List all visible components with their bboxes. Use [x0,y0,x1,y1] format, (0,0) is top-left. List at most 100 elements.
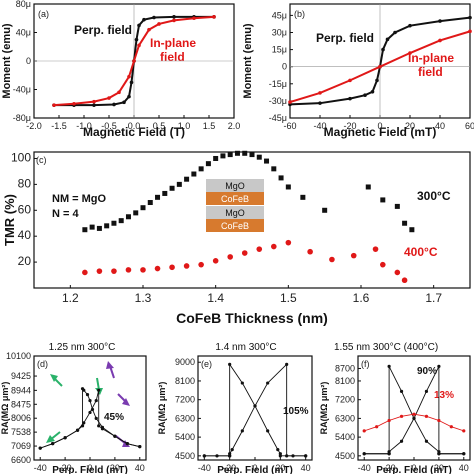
panel-c-xtick-label: 1.4 [207,291,224,305]
panel-d-ytick-label: 8475 [11,399,31,409]
panel-f-series-1-point [387,452,391,456]
panel-c-series-1-point [329,256,335,263]
panel-c-series-0-point [278,175,284,181]
panel-f-series-2-point [412,412,416,416]
panel-c-xtick-label: 1.3 [135,291,152,305]
panel-d-ytick-label: 7538 [11,427,31,437]
panel-e-xlabel: Perp. Field (mT) [217,465,293,474]
panel-e-xtick-label: -40 [198,463,211,473]
panel-c-series-0-point [89,224,95,230]
panel-f-xtick-label: 0 [411,463,416,473]
panel-c-xlabel: CoFeB Thickness (nm) [176,310,328,326]
panel-c-series-0-point [162,190,168,196]
panel-f-series-0-point [424,389,429,393]
panel-e-series-1-point [240,381,244,385]
panel-b-series-0-point [393,30,397,35]
panel-c-series-1-point [198,261,204,268]
panel-b-xtick-label: 60 [465,121,474,131]
panel-b-xtick-label: 20 [405,121,415,131]
panel-b-ytick-label: 30μ [272,28,287,38]
panel-f-series-2-point [449,425,453,429]
stack-layer-cofeb-top-label: CoFeB [221,194,249,204]
panel-b-series-0-point [408,23,412,28]
panel-f-series-2-point [362,429,366,433]
panel-d: 1.25 nm 300°C (d) 45% Perp. Field (mT) R… [0,342,147,474]
panel-d-series-1-point [100,427,105,431]
panel-b-series-1-point [438,38,442,43]
panel-d-series-0-point [80,387,85,391]
panel-f-series-2-point [399,414,404,418]
panel-b-series-0-point [348,96,352,101]
panel-c-ytick-label: 20 [18,254,32,268]
panel-e-series-1-point [278,454,282,458]
panel-c-series-0-point [169,185,175,191]
panel-c-series-1-point [394,269,401,276]
panel-e-series-0-point [285,362,289,366]
panel-c-series-0-point [220,153,226,159]
panel-b-series-1-point [348,78,352,83]
panel-c-frame [33,151,471,289]
panel-d-plot: -40 -20 0 20 40 6600 7069 7538 8006 8475 8944 9425 1… [6,351,145,473]
panel-a-ytick-label: 80μ [16,0,31,9]
panel-f-series-1-line [364,366,464,455]
panel-d-ytick-label: 9425 [11,371,31,381]
panel-f-series-1-point [362,452,366,456]
panel-c-ytick-label: 60 [18,202,32,216]
panel-f-series-2-point [424,414,429,418]
panel-b-series-1-point [288,100,292,104]
panel-f-ytick-label: 6300 [335,413,355,423]
panel-a-ytick-label: 40μ [16,28,31,38]
stack-layer-cofeb-top [206,192,264,205]
panel-c-xtick-label: 1.5 [280,291,297,305]
panel-c-series-1-point [82,269,88,276]
panel-a-series-1-point [172,18,176,23]
panel-f-series-1-point [424,439,429,443]
panel-b: (b) Perp. field In-plane field Magnetic … [242,3,474,139]
panel-c-series-0-point [140,205,146,211]
panel-c-series-0-point [234,150,240,156]
panel-d-ytick-label: 8944 [11,385,31,395]
panel-c-series-0-point [322,207,328,213]
panel-a-ytick-label: -80μ [13,113,31,123]
panel-a: (a) Perp. field In-plane field Magnetic … [1,0,240,139]
panel-b-plot: -60 -40 -20 0 20 40 60 -45μ -30μ -15μ 0 15μ 30μ 45μ [269,4,474,131]
panel-f-ytick-label: 5400 [335,432,355,442]
panel-a-xtick-label: 0.0 [128,121,141,131]
panel-b-inplane-label-1: In-plane [408,51,454,65]
panel-f-series-2-point [375,425,379,429]
panel-e-xtick-label: 20 [275,463,285,473]
panel-c-series-0-point [242,150,248,156]
panel-c-series-1-point [96,268,103,274]
panel-c-series-0-point [133,210,139,216]
panel-e-ytick-label: 7200 [175,395,195,405]
panel-d-xtick-label: 0 [87,463,92,473]
panel-e-series-1-point [304,454,308,458]
panel-b-series-0-point [385,37,390,42]
panel-e-ytick-label: 6300 [175,413,195,423]
panel-e-series-0-point [266,381,270,385]
arrow-green-1-head [50,374,58,382]
panel-f-ylabel: RA(MΩ μm²) [319,382,329,435]
stack-layer-mgo-bottom-label: MgO [225,208,245,218]
panel-c: (c) CoFeB Thickness (nm) TMR (%) NM = Mg… [2,150,471,326]
panel-c-series-1-point [271,243,277,250]
panel-c-series-0-point [96,225,102,231]
panel-a-series-0-point [129,80,134,85]
panel-d-ytick-label: 7069 [11,441,31,451]
panel-c-ytick-label: 40 [18,228,32,242]
panel-a-series-1-point [92,99,96,104]
panel-a-series-0-point [127,94,131,99]
panel-c-series-0-point [394,203,400,209]
panel-a-series-1-point [147,27,151,32]
panel-a-series-0-point [172,15,176,19]
panel-c-series-0-point [365,184,371,190]
panel-c-series-0-point [300,194,306,200]
panel-d-series-0-point [94,416,98,420]
arrow-purple-2-head [122,398,130,406]
panel-c-series-1-point [212,258,219,264]
panel-b-xtick-label: -60 [283,121,296,131]
panel-e-ylabel: RA(MΩ μm²) [157,382,167,435]
panel-d-series-0-line [40,387,140,449]
panel-f-series-1-point [387,364,391,368]
panel-c-series-0-point [184,176,190,182]
